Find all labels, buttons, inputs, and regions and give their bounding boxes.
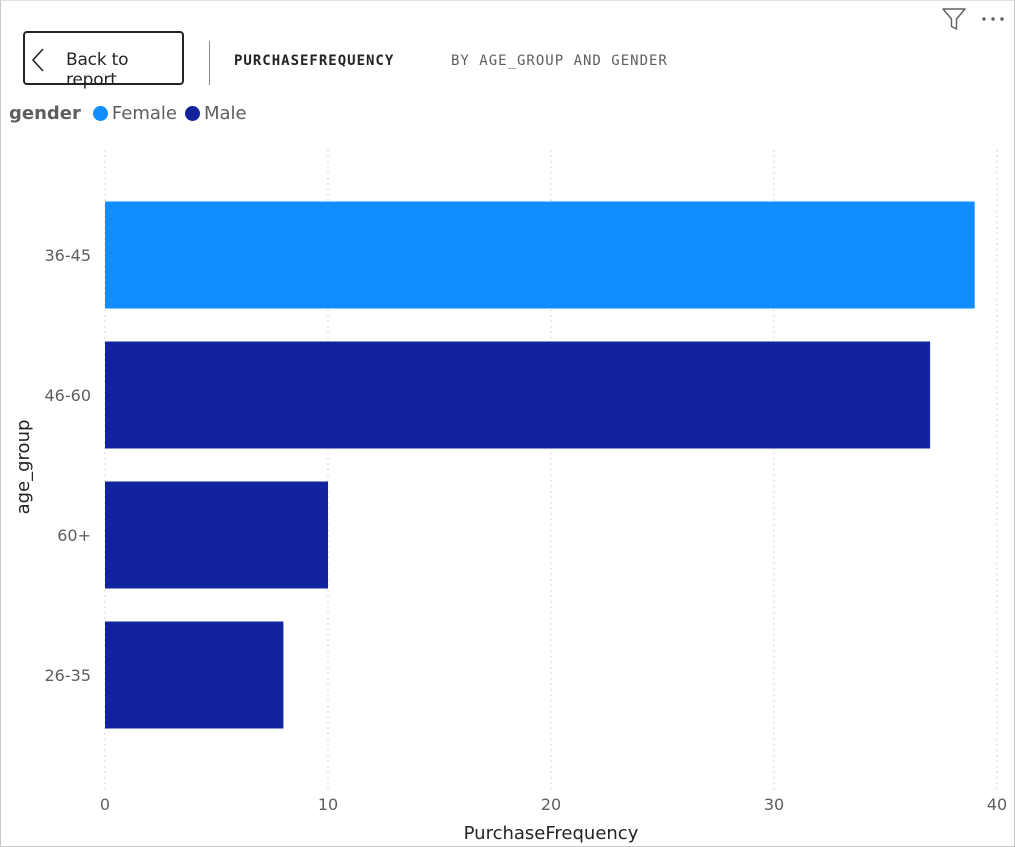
more-options-icon[interactable] [981, 14, 1005, 24]
gridlines [104, 150, 998, 790]
legend-label-male: Male [203, 103, 247, 124]
bar-46-60[interactable] [105, 341, 931, 449]
visual-title-measure: PURCHASEFREQUENCY [234, 53, 395, 69]
bar-60+[interactable] [105, 481, 328, 589]
back-to-report-label: Back to report [66, 50, 129, 90]
y-tick-label: 36-45 [45, 246, 92, 265]
y-tick-label: 60+ [57, 526, 91, 545]
legend-label-female: Female [111, 103, 177, 124]
y-tick-label: 46-60 [45, 386, 92, 405]
x-tick-label: 40 [987, 795, 1007, 814]
bar-26-35[interactable] [105, 621, 284, 729]
x-tick-label: 30 [764, 795, 784, 814]
filter-icon[interactable] [941, 6, 967, 32]
legend-item-male[interactable]: Male [184, 103, 247, 124]
legend: gender Female Male [9, 103, 255, 124]
y-tick-label: 26-35 [45, 666, 92, 685]
y-tick-labels: 36-45 46-60 60+ 26-35 [45, 246, 92, 685]
x-tick-label: 20 [541, 795, 561, 814]
x-axis-title: PurchaseFrequency [464, 823, 639, 844]
x-tick-labels: 0 10 20 30 40 [100, 795, 1007, 814]
legend-item-female[interactable]: Female [92, 103, 177, 124]
bar-36-45[interactable] [105, 201, 975, 309]
legend-title: gender [9, 103, 81, 124]
x-tick-label: 10 [318, 795, 338, 814]
back-to-report-button[interactable]: Back to report [23, 31, 184, 90]
visual-header-icons [941, 6, 1005, 32]
y-axis-title: age_group [13, 420, 34, 515]
chevron-left-icon [31, 47, 45, 77]
visual-title-by: BY AGE_GROUP AND GENDER [451, 53, 668, 69]
bars [105, 201, 975, 729]
legend-dot-female [92, 106, 108, 121]
legend-dot-male [184, 106, 200, 121]
header-divider [209, 41, 210, 85]
x-tick-label: 0 [100, 795, 110, 814]
